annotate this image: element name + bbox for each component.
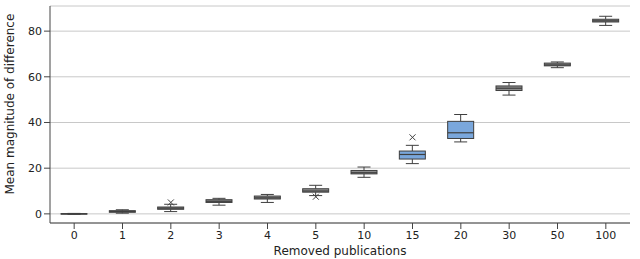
svg-text:5: 5 — [312, 229, 319, 242]
svg-text:40: 40 — [28, 116, 42, 129]
svg-text:4: 4 — [264, 229, 271, 242]
svg-text:20: 20 — [454, 229, 468, 242]
svg-text:20: 20 — [28, 162, 42, 175]
svg-text:3: 3 — [216, 229, 223, 242]
svg-text:10: 10 — [357, 229, 371, 242]
svg-text:30: 30 — [502, 229, 516, 242]
svg-text:80: 80 — [28, 25, 42, 38]
svg-text:60: 60 — [28, 71, 42, 84]
svg-text:2: 2 — [167, 229, 174, 242]
svg-text:0: 0 — [35, 208, 42, 221]
svg-text:1: 1 — [119, 229, 126, 242]
svg-text:15: 15 — [406, 229, 420, 242]
svg-text:50: 50 — [551, 229, 565, 242]
svg-text:Removed publications: Removed publications — [274, 244, 407, 258]
svg-text:0: 0 — [71, 229, 78, 242]
svg-text:100: 100 — [595, 229, 616, 242]
svg-text:Mean magnitude of difference: Mean magnitude of difference — [8, 14, 17, 195]
